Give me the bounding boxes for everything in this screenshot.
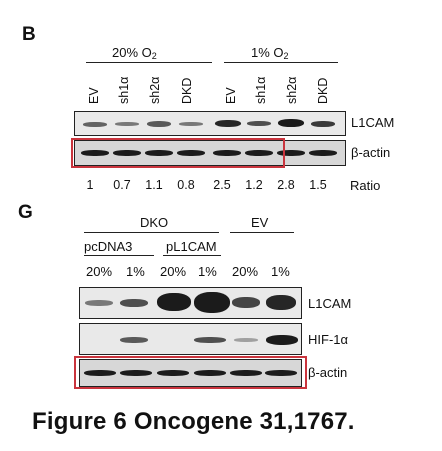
- figure-caption: Figure 6 Oncogene 31,1767.: [32, 408, 355, 435]
- blot-band: [215, 120, 241, 127]
- group-ev-label: EV: [251, 215, 269, 230]
- lane-label: DKD: [316, 77, 330, 104]
- blot-band: [232, 297, 260, 308]
- condition-label: 20%: [86, 264, 113, 279]
- group-dko-label: DKO: [140, 215, 169, 230]
- blot-label: HIF-1α: [308, 332, 349, 347]
- condition-label: 1%: [271, 264, 290, 279]
- condition-label: 1%: [198, 264, 217, 279]
- blot-band: [266, 335, 298, 345]
- blot-band: [145, 150, 173, 156]
- sub-pcdna3-label: pcDNA3: [84, 239, 133, 254]
- panel-b-l1cam-blot: [74, 111, 346, 136]
- panel-g-hif1a-blot: [79, 323, 302, 355]
- ratio-value: 1.5: [309, 178, 327, 192]
- condition-label: 20%: [160, 264, 187, 279]
- sub-pl1cam-bracket: [163, 255, 221, 256]
- ratio-value: 1.1: [145, 178, 163, 192]
- blot-band: [278, 119, 304, 127]
- lane-label: sh2α: [285, 76, 299, 104]
- group-1-o2-bracket: [224, 62, 338, 63]
- panel-b-actin-blot: [74, 140, 346, 166]
- group-dko-bracket: [84, 232, 219, 233]
- blot-band: [157, 293, 191, 311]
- blot-band: [177, 150, 205, 156]
- blot-band: [157, 370, 189, 376]
- panel-g-actin-blot: [79, 359, 302, 387]
- ratio-value: 1.2: [245, 178, 263, 192]
- blot-label: β-actin: [308, 365, 348, 380]
- blot-band: [85, 300, 113, 306]
- blot-band: [120, 370, 152, 376]
- blot-band: [194, 337, 226, 343]
- group-1-o2-label: 1% O2: [251, 45, 289, 61]
- lane-label: DKD: [180, 77, 194, 104]
- blot-band: [245, 150, 273, 156]
- blot-band: [247, 121, 271, 126]
- blot-label: L1CAM: [351, 115, 395, 130]
- sub-pl1cam-label: pL1CAM: [166, 239, 217, 254]
- group-20-o2-bracket: [86, 62, 212, 63]
- ratio-value: 0.7: [113, 178, 131, 192]
- group-ev-bracket: [230, 232, 294, 233]
- lane-label: sh1α: [117, 76, 131, 104]
- blot-band: [194, 292, 230, 313]
- ratio-value: 1: [86, 178, 94, 192]
- blot-band: [234, 338, 258, 342]
- blot-band: [179, 122, 203, 126]
- ratio-value: 2.5: [213, 178, 231, 192]
- blot-band: [194, 370, 226, 376]
- blot-band: [84, 370, 116, 376]
- condition-label: 20%: [232, 264, 259, 279]
- ratio-value: 2.8: [277, 178, 295, 192]
- blot-band: [113, 150, 141, 156]
- blot-band: [120, 299, 148, 307]
- blot-band: [81, 150, 109, 156]
- blot-label: L1CAM: [308, 296, 352, 311]
- condition-label: 1%: [126, 264, 145, 279]
- lane-label: EV: [224, 87, 238, 104]
- sub-pcdna3-bracket: [84, 255, 154, 256]
- blot-band: [266, 295, 296, 310]
- lane-label: sh2α: [148, 76, 162, 104]
- blot-band: [115, 122, 139, 126]
- highlight-box: [71, 138, 285, 168]
- blot-band: [265, 370, 297, 376]
- highlight-box: [74, 356, 307, 389]
- ratio-value: 0.8: [177, 178, 195, 192]
- blot-band: [277, 150, 305, 156]
- blot-band: [147, 121, 171, 127]
- blot-band: [120, 337, 148, 343]
- ratio-label: Ratio: [350, 178, 381, 193]
- blot-band: [311, 121, 335, 127]
- panel-g-l1cam-blot: [79, 287, 302, 319]
- lane-label: sh1α: [254, 76, 268, 104]
- blot-band: [83, 122, 107, 127]
- blot-band: [309, 150, 337, 156]
- lane-label: EV: [87, 87, 101, 104]
- group-20-o2-label: 20% O2: [112, 45, 157, 61]
- blot-band: [230, 370, 262, 376]
- blot-label: β-actin: [351, 145, 391, 160]
- panel-b-letter: B: [22, 24, 36, 45]
- blot-band: [213, 150, 241, 156]
- panel-g-letter: G: [18, 202, 33, 223]
